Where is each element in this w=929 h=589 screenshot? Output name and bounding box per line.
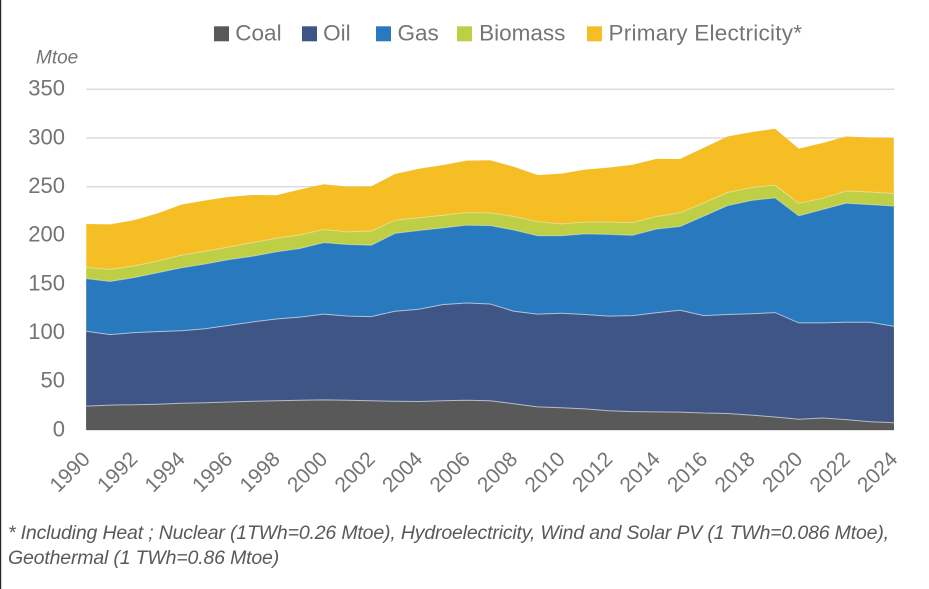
svg-text:Gas: Gas (398, 20, 439, 45)
svg-text:Coal: Coal (235, 20, 281, 45)
svg-text:* Including Heat ; Nuclear (1T: * Including Heat ; Nuclear (1TWh=0.26 Mt… (8, 522, 889, 544)
svg-text:300: 300 (28, 124, 65, 149)
svg-text:100: 100 (28, 319, 65, 344)
svg-text:250: 250 (28, 173, 65, 198)
svg-text:Mtoe: Mtoe (36, 48, 78, 69)
svg-text:200: 200 (28, 222, 65, 247)
svg-text:0: 0 (53, 416, 65, 441)
svg-text:Primary Electricity*: Primary Electricity* (609, 20, 803, 45)
svg-text:150: 150 (28, 270, 65, 295)
svg-text:350: 350 (28, 76, 65, 101)
svg-text:Oil: Oil (323, 20, 351, 45)
svg-text:Geothermal (1 TWh=0.86 Mtoe): Geothermal (1 TWh=0.86 Mtoe) (8, 547, 279, 569)
svg-text:Biomass: Biomass (479, 20, 565, 45)
svg-text:50: 50 (41, 368, 65, 393)
